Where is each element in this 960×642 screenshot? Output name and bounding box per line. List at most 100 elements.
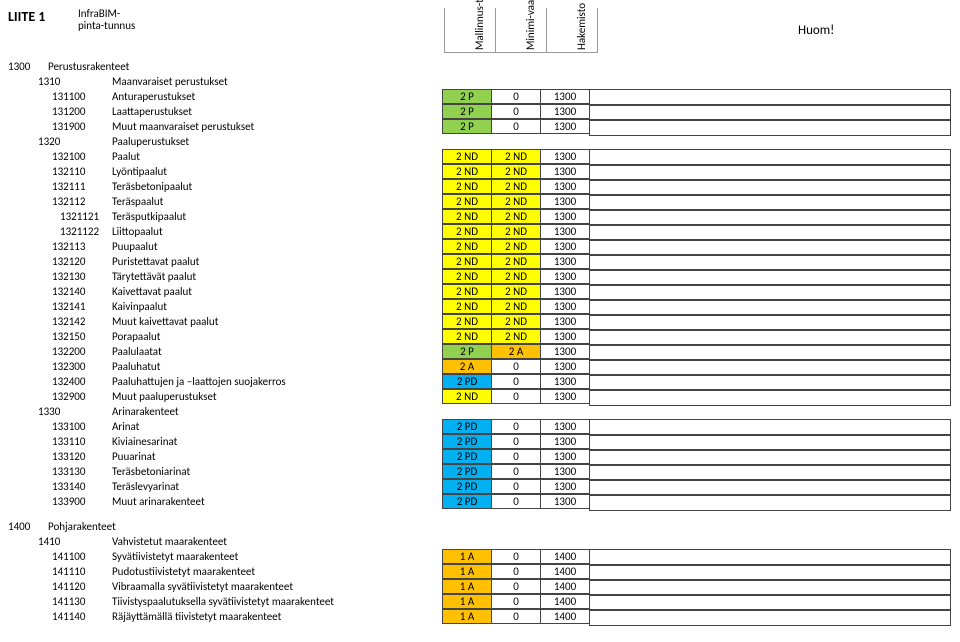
table-row: 141120Vibraamalla syvätiivistetyt maarak… xyxy=(8,579,952,594)
cell-mallinnustaso: 2 PD xyxy=(442,374,492,389)
row-code: 131100 xyxy=(8,89,112,104)
row-label: Teräsputkipaalut xyxy=(112,209,442,224)
cell-mallinnustaso: 1 A xyxy=(442,609,492,624)
cell-minimivaatimus: 2 ND xyxy=(491,299,541,314)
cell-hakemisto: 1300 xyxy=(540,494,590,509)
row-code: 132900 xyxy=(8,389,112,404)
rotated-column-headers: Mallinnus-taso Minimi-vaatimus Hakemisto xyxy=(444,8,598,53)
row-code: 131200 xyxy=(8,104,112,119)
cell-mallinnustaso: 2 A xyxy=(442,359,492,374)
row-label: Muut maanvaraiset perustukset xyxy=(112,119,442,134)
cell-minimivaatimus: 2 ND xyxy=(491,284,541,299)
row-code: 1410 xyxy=(8,534,112,549)
cell-hakemisto: 1400 xyxy=(540,564,590,579)
cell-mallinnustaso: 2 PD xyxy=(442,494,492,509)
cell-mallinnustaso: 2 PD xyxy=(442,434,492,449)
row-code: 132130 xyxy=(8,269,112,284)
section-heading: 1300Perustusrakenteet xyxy=(8,59,952,74)
row-label: Puupaalut xyxy=(112,239,442,254)
table-row: 132120Puristettavat paalut2 ND2 ND1300 xyxy=(8,254,952,269)
cell-minimivaatimus: 0 xyxy=(491,119,541,134)
row-label: Paaluperustukset xyxy=(112,134,442,149)
section-label: Perustusrakenteet xyxy=(48,59,378,74)
cell-minimivaatimus: 0 xyxy=(491,564,541,579)
cell-mallinnustaso: 1 A xyxy=(442,579,492,594)
cell-mallinnustaso: 2 ND xyxy=(442,209,492,224)
row-label: Arinat xyxy=(112,419,442,434)
row-label: Kaivettavat paalut xyxy=(112,284,442,299)
table-row: 132400Paaluhattujen ja –laattojen suojak… xyxy=(8,374,952,389)
row-label: Vibraamalla syvätiivistetyt maarakenteet xyxy=(112,579,442,594)
cell-minimivaatimus: 2 ND xyxy=(491,209,541,224)
table-row: 1321121Teräsputkipaalut2 ND2 ND1300 xyxy=(8,209,952,224)
table-row: 141140Räjäyttämällä tiivistetyt maaraken… xyxy=(8,609,952,624)
section-heading: 1400Pohjarakenteet xyxy=(8,519,952,534)
row-code: 132111 xyxy=(8,179,112,194)
table-row: 132300Paaluhatut2 A01300 xyxy=(8,359,952,374)
row-label: Tärytettävät paalut xyxy=(112,269,442,284)
table-row: 133110Kiviainesarinat2 PD01300 xyxy=(8,434,952,449)
row-label: Räjäyttämällä tiivistetyt maarakenteet xyxy=(112,609,442,624)
row-code: 141120 xyxy=(8,579,112,594)
cell-mallinnustaso: 2 ND xyxy=(442,224,492,239)
row-code: 141100 xyxy=(8,549,112,564)
cell-mallinnustaso: 2 ND xyxy=(442,389,492,404)
col-header-mallinnustaso: Mallinnus-taso xyxy=(444,8,496,53)
table-row: 1410Vahvistetut maarakenteet xyxy=(8,534,952,549)
cell-hakemisto: 1300 xyxy=(540,269,590,284)
row-code: 132140 xyxy=(8,284,112,299)
table-row: 132111Teräsbetonipaalut2 ND2 ND1300 xyxy=(8,179,952,194)
table-row: 132113Puupaalut2 ND2 ND1300 xyxy=(8,239,952,254)
table-row: 141110Pudotustiivistetyt maarakenteet1 A… xyxy=(8,564,952,579)
cell-minimivaatimus: 0 xyxy=(491,419,541,434)
row-code: 132300 xyxy=(8,359,112,374)
cell-mallinnustaso: 2 ND xyxy=(442,269,492,284)
cell-huom xyxy=(589,609,951,626)
row-code: 133110 xyxy=(8,434,112,449)
cell-hakemisto: 1300 xyxy=(540,359,590,374)
table-row: 132112Teräspaalut2 ND2 ND1300 xyxy=(8,194,952,209)
table-row: 141130Tiivistyspaalutuksella syvätiivist… xyxy=(8,594,952,609)
cell-minimivaatimus: 0 xyxy=(491,434,541,449)
table-row: 141100Syvätiivistetyt maarakenteet1 A014… xyxy=(8,549,952,564)
table-row: 132142Muut kaivettavat paalut2 ND2 ND130… xyxy=(8,314,952,329)
cell-minimivaatimus: 2 ND xyxy=(491,254,541,269)
cell-mallinnustaso: 2 P xyxy=(442,344,492,359)
cell-hakemisto: 1300 xyxy=(540,464,590,479)
cell-minimivaatimus: 0 xyxy=(491,494,541,509)
cell-mallinnustaso: 1 A xyxy=(442,564,492,579)
cell-minimivaatimus: 2 ND xyxy=(491,239,541,254)
cell-hakemisto: 1300 xyxy=(540,284,590,299)
header-row: LIITE 1 InfraBIM-pinta-tunnus Mallinnus-… xyxy=(8,8,952,53)
cell-hakemisto: 1300 xyxy=(540,104,590,119)
row-code: 132110 xyxy=(8,164,112,179)
row-label: Syvätiivistetyt maarakenteet xyxy=(112,549,442,564)
row-label: Anturaperustukset xyxy=(112,89,442,104)
row-code: 132112 xyxy=(8,194,112,209)
table-row: 133120Puuarinat2 PD01300 xyxy=(8,449,952,464)
cell-minimivaatimus: 2 ND xyxy=(491,269,541,284)
row-code: 132150 xyxy=(8,329,112,344)
cell-minimivaatimus: 2 ND xyxy=(491,179,541,194)
cell-mallinnustaso: 2 ND xyxy=(442,299,492,314)
cell-mallinnustaso: 2 ND xyxy=(442,254,492,269)
cell-mallinnustaso: 2 ND xyxy=(442,179,492,194)
cell-hakemisto: 1400 xyxy=(540,609,590,624)
table-row: 132900Muut paaluperustukset2 ND01300 xyxy=(8,389,952,404)
row-label: Teräsbetonipaalut xyxy=(112,179,442,194)
row-code: 133900 xyxy=(8,494,112,509)
cell-mallinnustaso: 2 ND xyxy=(442,194,492,209)
cell-hakemisto: 1300 xyxy=(540,224,590,239)
row-label: Muut kaivettavat paalut xyxy=(112,314,442,329)
row-label: Puuarinat xyxy=(112,449,442,464)
cell-minimivaatimus: 2 ND xyxy=(491,314,541,329)
cell-hakemisto: 1300 xyxy=(540,194,590,209)
row-label: Paalut xyxy=(112,149,442,164)
row-label: Paaluhattujen ja –laattojen suojakerros xyxy=(112,374,442,389)
table-row: 132100Paalut2 ND2 ND1300 xyxy=(8,149,952,164)
row-label: Paaluhatut xyxy=(112,359,442,374)
cell-hakemisto: 1300 xyxy=(540,344,590,359)
cell-hakemisto: 1400 xyxy=(540,549,590,564)
section-code: 1300 xyxy=(8,59,48,74)
row-code: 133140 xyxy=(8,479,112,494)
